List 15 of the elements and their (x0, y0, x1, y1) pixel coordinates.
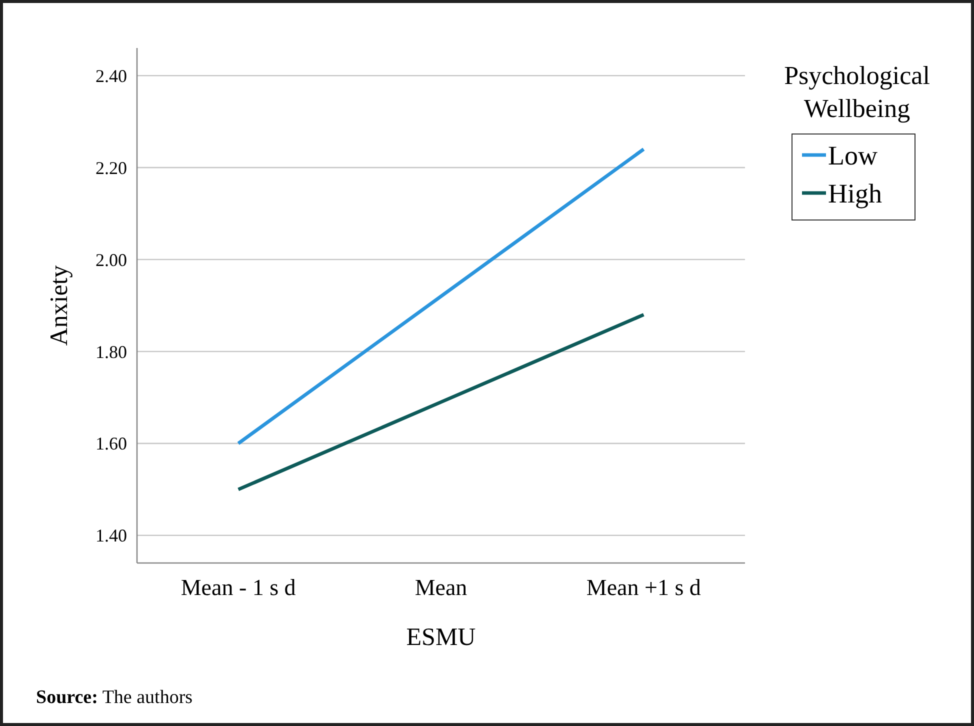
x-tick-label: Mean +1 s d (586, 575, 702, 600)
x-axis-title: ESMU (406, 624, 476, 651)
legend-title: Psychological Wellbeing (784, 61, 930, 123)
y-tick-label: 2.00 (96, 250, 127, 270)
x-tick-label: Mean (414, 575, 468, 600)
source-note: Source: The authors (36, 687, 193, 708)
y-tick-label: 1.80 (96, 342, 127, 362)
y-axis-title: Anxiety (46, 264, 73, 346)
x-tick-label: Mean - 1 s d (180, 575, 296, 600)
y-tick-label: 2.40 (96, 66, 127, 86)
legend-label: Low (828, 140, 878, 170)
y-tick-label: 1.40 (96, 526, 127, 546)
legend-label: High (828, 178, 882, 208)
y-tick-label: 2.20 (96, 158, 127, 178)
y-tick-label: 1.60 (96, 434, 127, 454)
